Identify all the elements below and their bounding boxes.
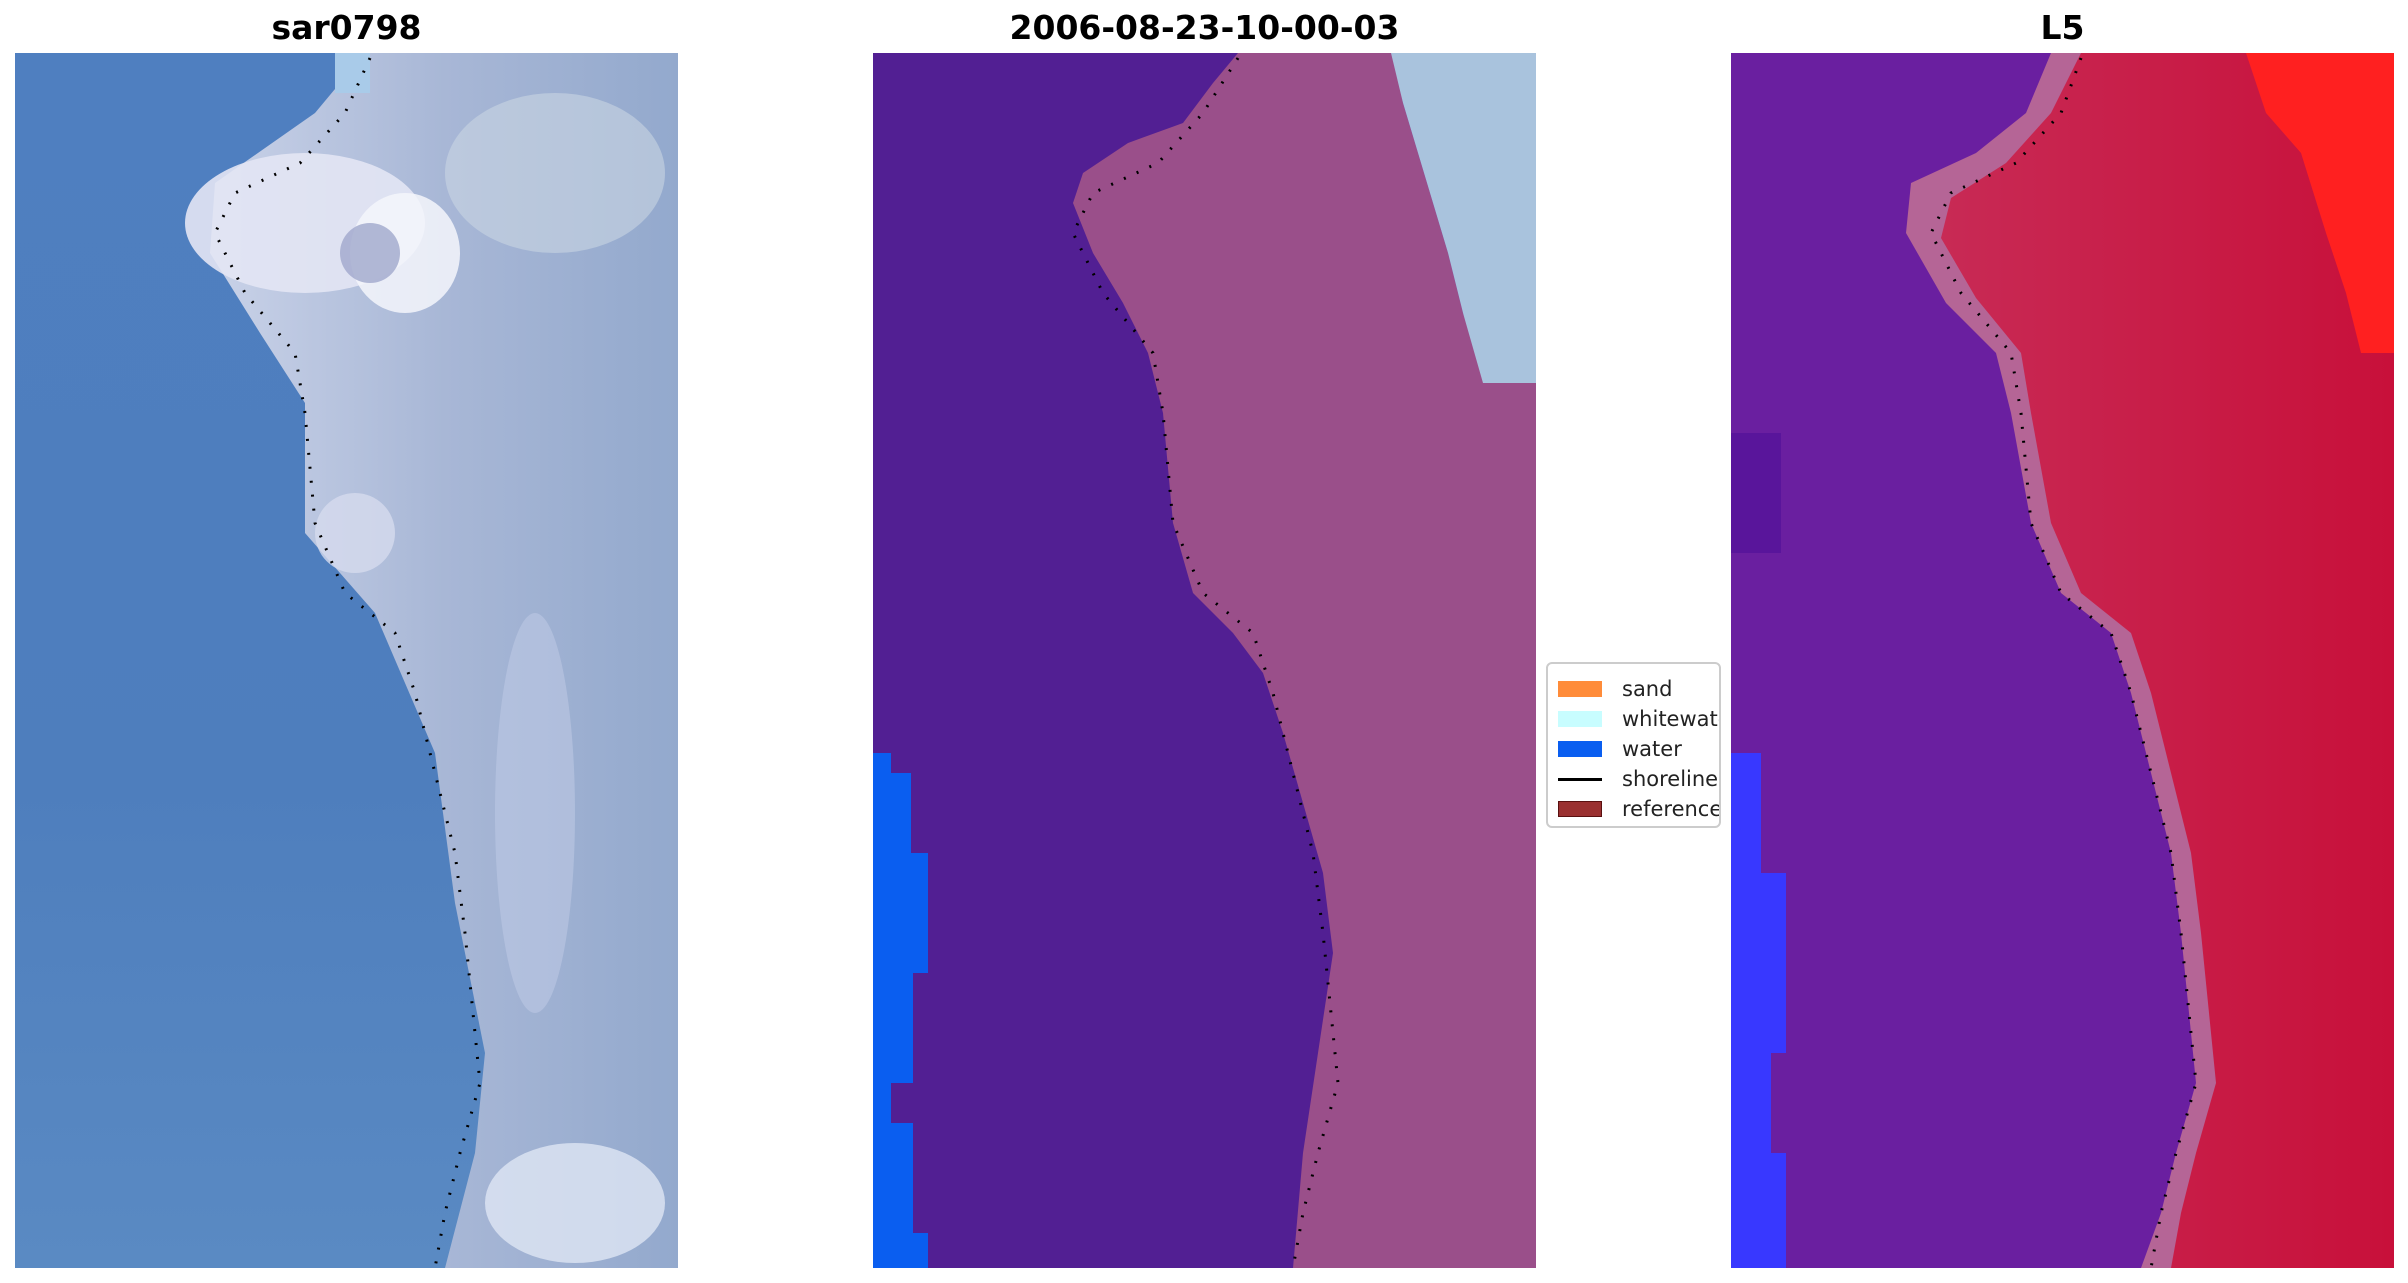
legend-item-reference: reference s (1558, 794, 1719, 824)
classification-panel (873, 53, 1536, 1268)
water-swatch (1558, 741, 1602, 757)
legend-label-whitewater: whitewater (1622, 707, 1719, 731)
reference-swatch (1558, 801, 1602, 817)
panel-title-classification: 2006-08-23-10-00-03 (1009, 8, 1400, 47)
legend-label-sand: sand (1622, 677, 1673, 701)
legend-label-water: water (1622, 737, 1682, 761)
legend-label-shoreline: shoreline (1622, 767, 1719, 791)
legend-item-sand: sand (1558, 674, 1719, 704)
shoreline-line-swatch (1558, 777, 1602, 781)
legend-item-shoreline: shoreline (1558, 764, 1719, 794)
index-panel (1731, 53, 2394, 1268)
sand-swatch (1558, 681, 1602, 697)
legend-item-water: water (1558, 734, 1719, 764)
legend-item-whitewater: whitewater (1558, 704, 1719, 734)
rgb-image-panel (15, 53, 678, 1268)
panel-title-rgb: sar0798 (271, 8, 422, 47)
legend: sand whitewater water shoreline referenc… (1546, 662, 1721, 828)
whitewater-swatch (1558, 711, 1602, 727)
panel-title-index: L5 (2040, 8, 2085, 47)
legend-label-reference: reference s (1622, 797, 1721, 821)
